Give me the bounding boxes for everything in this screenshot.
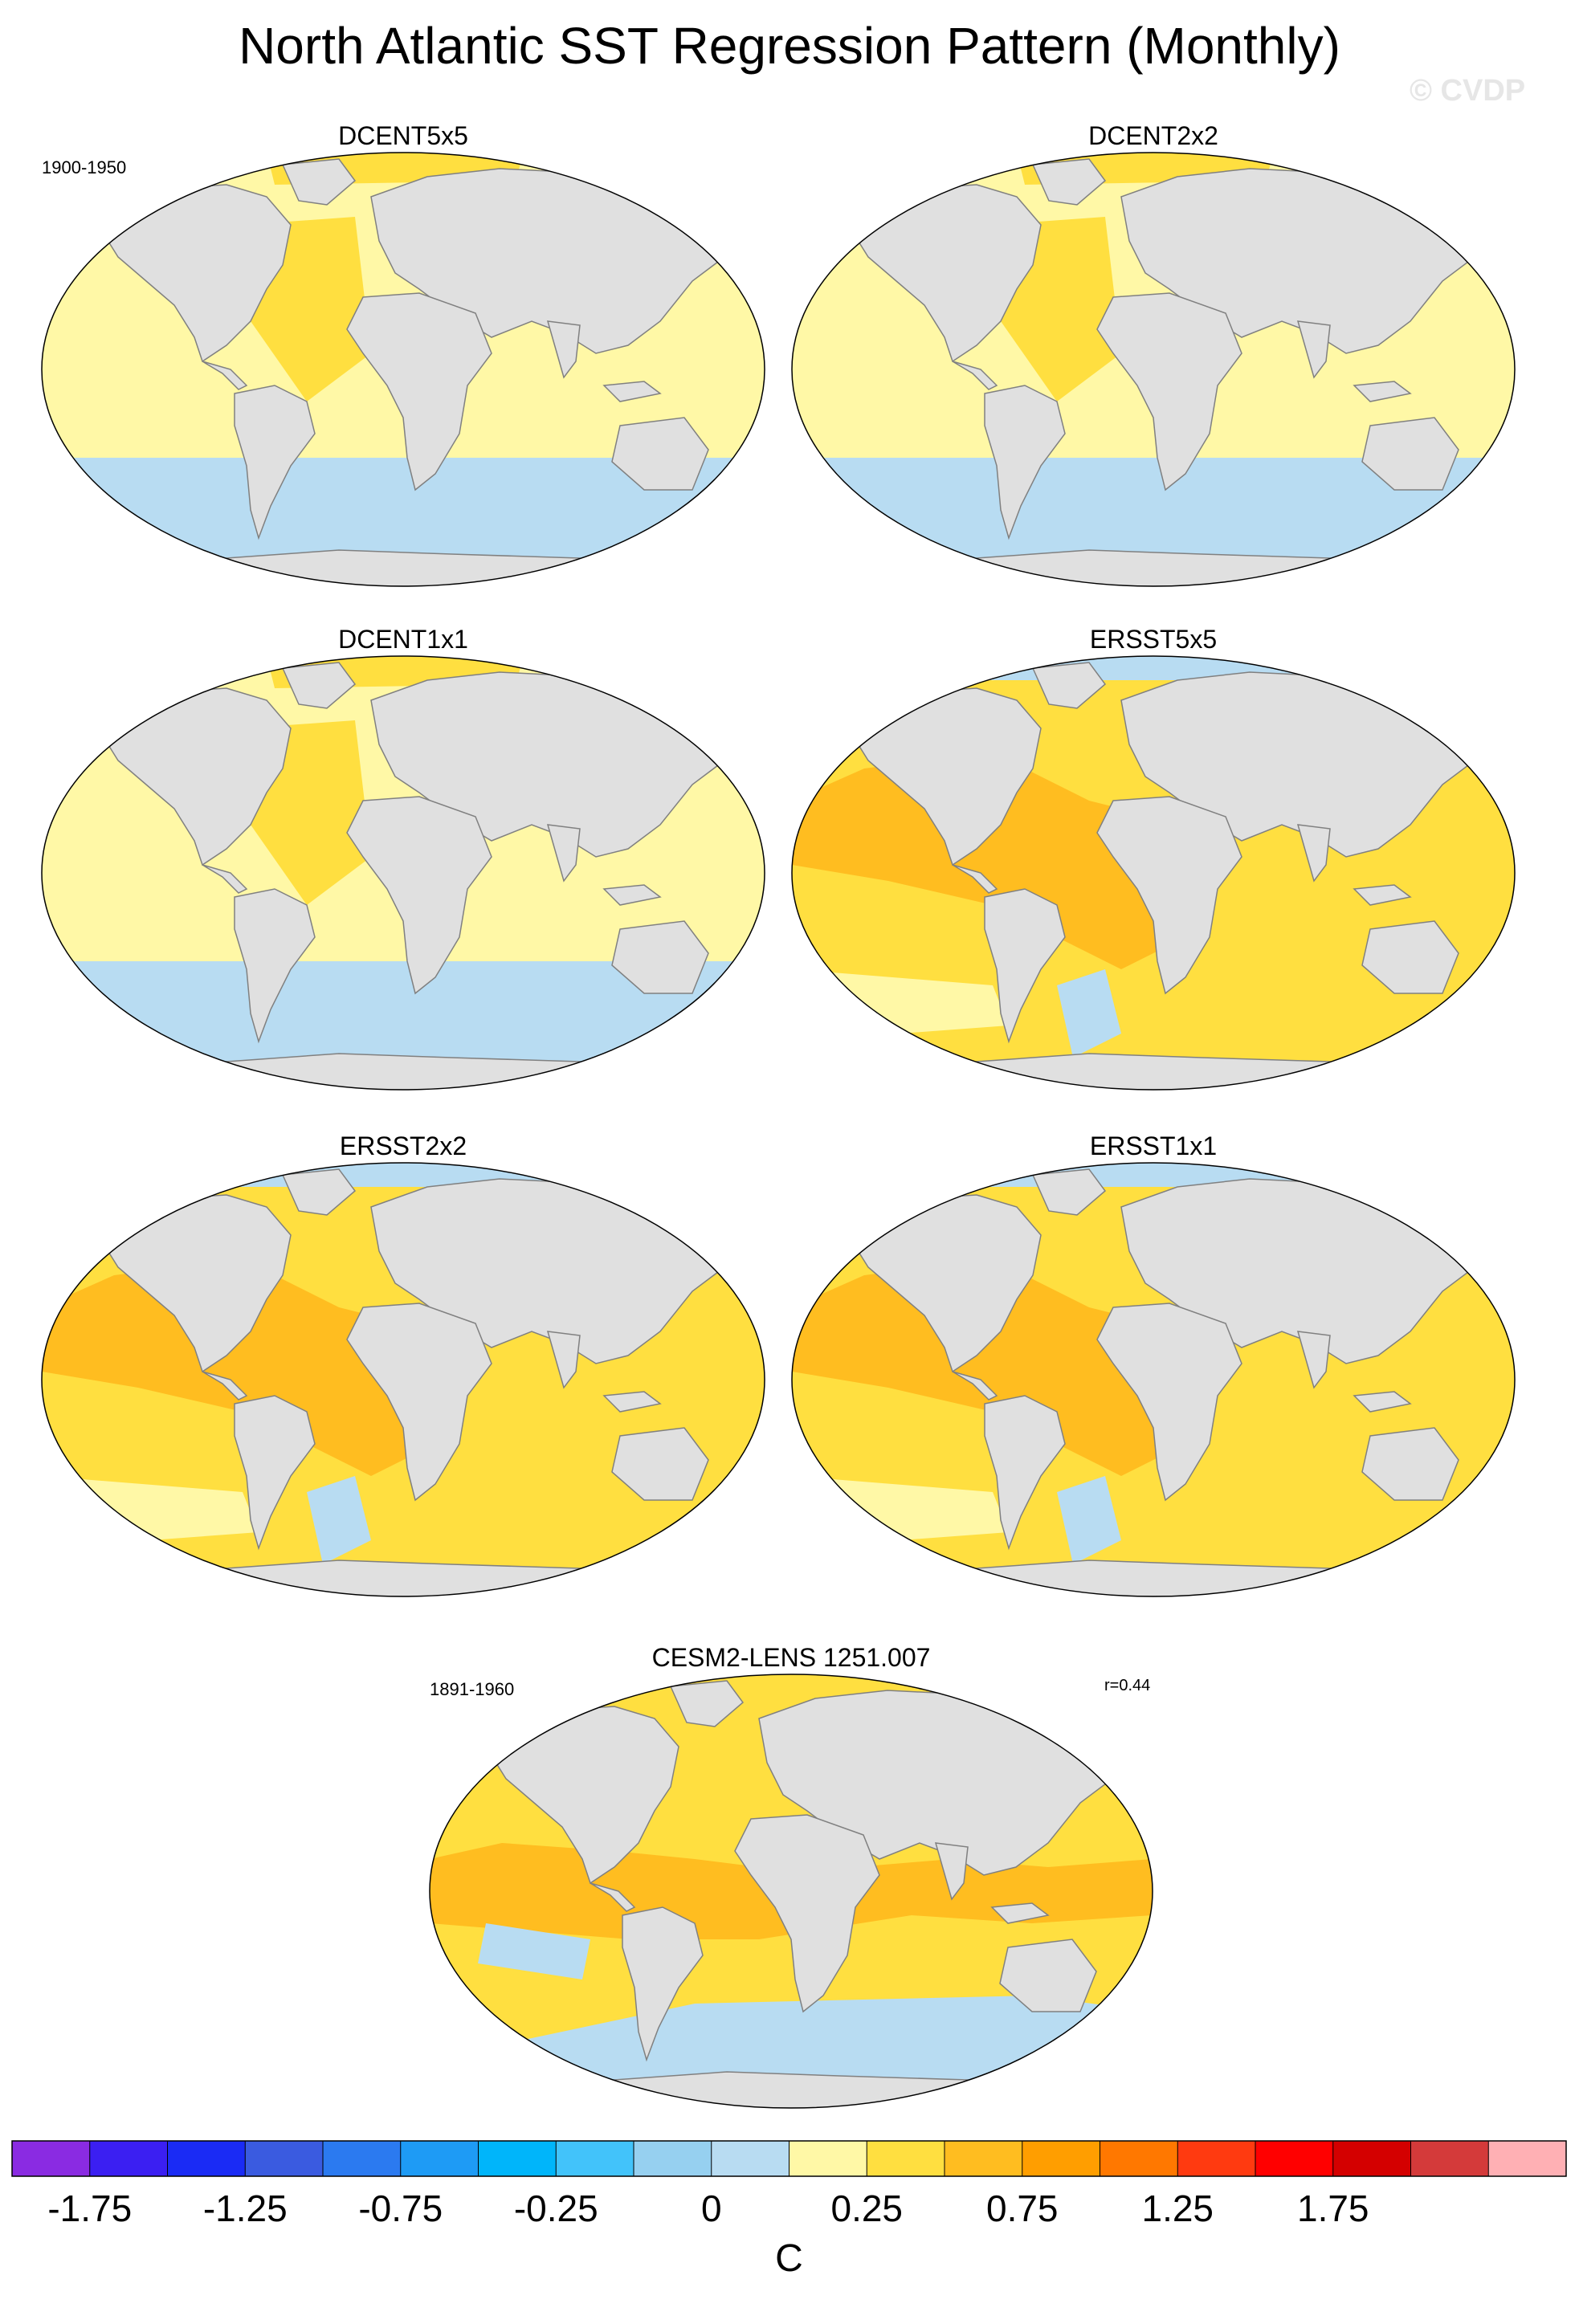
map-panel: ERSST1x1	[791, 1131, 1516, 1597]
period-label: 1891-1960	[430, 1679, 514, 1699]
map-field	[42, 656, 765, 1090]
map-field	[42, 153, 765, 586]
map-field	[42, 1163, 765, 1596]
colorbar-swatch	[12, 2141, 91, 2176]
map-field	[792, 1163, 1515, 1596]
colorbar-tick-label: 0	[701, 2187, 722, 2229]
colorbar-swatch	[789, 2141, 867, 2176]
map-panel: ERSST2x2	[41, 1131, 765, 1597]
colorbar: -1.75 -1.25 -0.75 -0.25 0 0.25 0.75 1.25 1.75 C	[11, 2140, 1567, 2280]
anomaly-region	[307, 1476, 371, 1564]
watermark: © CVDP	[1410, 74, 1526, 108]
colorbar-swatch	[1177, 2141, 1256, 2176]
colorbar-swatch	[323, 2141, 402, 2176]
anomaly-region	[42, 1259, 435, 1476]
anomaly-region	[792, 1259, 1185, 1476]
colorbar-swatch	[634, 2141, 712, 2176]
colorbar-swatch	[1255, 2141, 1334, 2176]
colorbar-swatch	[1022, 2141, 1100, 2176]
colorbar-swatch	[478, 2141, 557, 2176]
globe-outline	[41, 655, 765, 1091]
map-panel: DCENT5x5 1900-1950	[41, 121, 765, 587]
anomaly-region	[42, 961, 765, 1090]
globe-outline	[41, 152, 765, 587]
anomaly-region	[42, 1163, 765, 1187]
anomaly-region	[792, 458, 1515, 586]
colorbar-swatch	[711, 2141, 790, 2176]
colorbar-unit: C	[775, 2237, 803, 2280]
globe-outline	[791, 1162, 1516, 1597]
colorbar-tick-label: 0.25	[830, 2187, 903, 2229]
colorbar-tick-label: -1.25	[203, 2187, 288, 2229]
globe-outline	[791, 152, 1516, 587]
globe-outline	[791, 655, 1516, 1091]
colorbar-swatch	[1410, 2141, 1489, 2176]
colorbar-swatch	[1100, 2141, 1178, 2176]
colorbar-tick-label: 1.75	[1297, 2187, 1369, 2229]
map-panel: ERSST5x5	[791, 625, 1516, 1091]
anomaly-region	[792, 752, 1185, 969]
panel-title: DCENT5x5	[338, 121, 468, 150]
panel-title: CESM2-LENS 1251.007	[652, 1643, 931, 1672]
globe-outline	[41, 1162, 765, 1597]
colorbar-swatch	[400, 2141, 479, 2176]
colorbar-tick-label: -0.75	[358, 2187, 443, 2229]
anomaly-region	[1057, 969, 1121, 1058]
map-field	[430, 1674, 1153, 2108]
colorbar-tick-label: -1.75	[47, 2187, 132, 2229]
colorbar-swatch	[1488, 2141, 1567, 2176]
colorbar-tick-label: 1.25	[1141, 2187, 1214, 2229]
anomaly-region	[42, 458, 765, 586]
colorbar-swatch	[167, 2141, 246, 2176]
map-panel: DCENT1x1	[41, 625, 765, 1091]
correlation-label: r=0.44	[1104, 1677, 1150, 1694]
panel-title: ERSST5x5	[1090, 625, 1217, 654]
colorbar-swatch	[867, 2141, 945, 2176]
period-label: 1900-1950	[42, 157, 126, 177]
colorbar-swatch	[89, 2141, 168, 2176]
anomaly-region	[792, 656, 1515, 680]
anomaly-region	[478, 1923, 590, 1979]
panel-title: DCENT2x2	[1088, 121, 1218, 150]
map-field	[792, 656, 1515, 1090]
colorbar-swatch	[245, 2141, 324, 2176]
panel-title: ERSST1x1	[1090, 1131, 1217, 1160]
anomaly-region	[792, 1163, 1515, 1187]
anomaly-region	[1057, 1476, 1121, 1564]
globe-outline	[429, 1674, 1153, 2109]
colorbar-swatch	[1332, 2141, 1411, 2176]
colorbar-swatch	[945, 2141, 1023, 2176]
colorbar-tick-label: -0.25	[514, 2187, 598, 2229]
map-field	[792, 153, 1515, 586]
map-panel: CESM2-LENS 1251.007 1891-1960 r=0.44	[429, 1643, 1153, 2109]
main-title: North Atlantic SST Regression Pattern (M…	[239, 17, 1340, 75]
panel-title: ERSST2x2	[340, 1131, 467, 1160]
colorbar-tick-label: 0.75	[986, 2187, 1059, 2229]
panel-title: DCENT1x1	[338, 625, 468, 654]
colorbar-swatch	[556, 2141, 634, 2176]
map-panel: DCENT2x2	[791, 121, 1516, 587]
